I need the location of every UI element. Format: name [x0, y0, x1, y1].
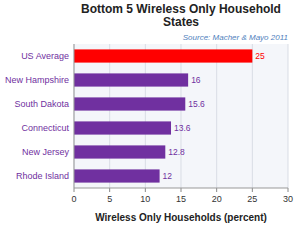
x-axis-label: Wireless Only Households (percent): [95, 212, 267, 223]
grid-line: [216, 44, 217, 188]
grid-line: [288, 44, 289, 188]
tick: [252, 188, 253, 192]
tick: [74, 188, 75, 192]
tick-label: 20: [212, 194, 222, 204]
grid-line: [74, 44, 75, 188]
y-axis-line: [74, 44, 75, 188]
tick: [216, 188, 217, 192]
tick: [288, 188, 289, 192]
tick: [145, 188, 146, 192]
category-label: Rhode Island: [16, 171, 69, 181]
data-label: 13.6: [174, 123, 191, 133]
tick-label: 15: [176, 194, 186, 204]
category-label: New Hampshire: [5, 75, 69, 85]
data-label: 25: [255, 51, 265, 61]
tick-label: 10: [140, 194, 150, 204]
tick-label: 5: [107, 194, 112, 204]
tick-label: 30: [283, 194, 293, 204]
annotation: Source: Macher & Mayo 2011: [183, 33, 288, 42]
chart: Bottom 5 Wireless Only HouseholdStates So…: [0, 0, 300, 229]
category-label: US Average: [21, 51, 69, 61]
grid-line: [109, 44, 110, 188]
plot-area: [74, 44, 288, 188]
data-label: 15.6: [188, 99, 205, 109]
category-label: New Jersey: [22, 147, 70, 157]
data-label: 12.8: [168, 147, 185, 157]
category-label: South Dakota: [14, 99, 69, 109]
bar: [74, 73, 188, 86]
tick: [109, 188, 110, 192]
bar: [74, 169, 160, 182]
grid-line: [252, 44, 253, 188]
grid-line: [145, 44, 146, 188]
title: Bottom 5 Wireless Only HouseholdStates: [81, 2, 281, 29]
tick-label: 0: [71, 194, 76, 204]
bar: [74, 145, 165, 158]
data-label: 16: [191, 75, 201, 85]
category-label: Connecticut: [21, 123, 69, 133]
bar: [74, 49, 252, 62]
bar: [74, 121, 171, 134]
tick-label: 25: [247, 194, 257, 204]
tick: [181, 188, 182, 192]
grid-line: [181, 44, 182, 188]
bar: [74, 97, 185, 110]
data-label: 12: [163, 171, 173, 181]
x-axis-line: [74, 188, 288, 189]
